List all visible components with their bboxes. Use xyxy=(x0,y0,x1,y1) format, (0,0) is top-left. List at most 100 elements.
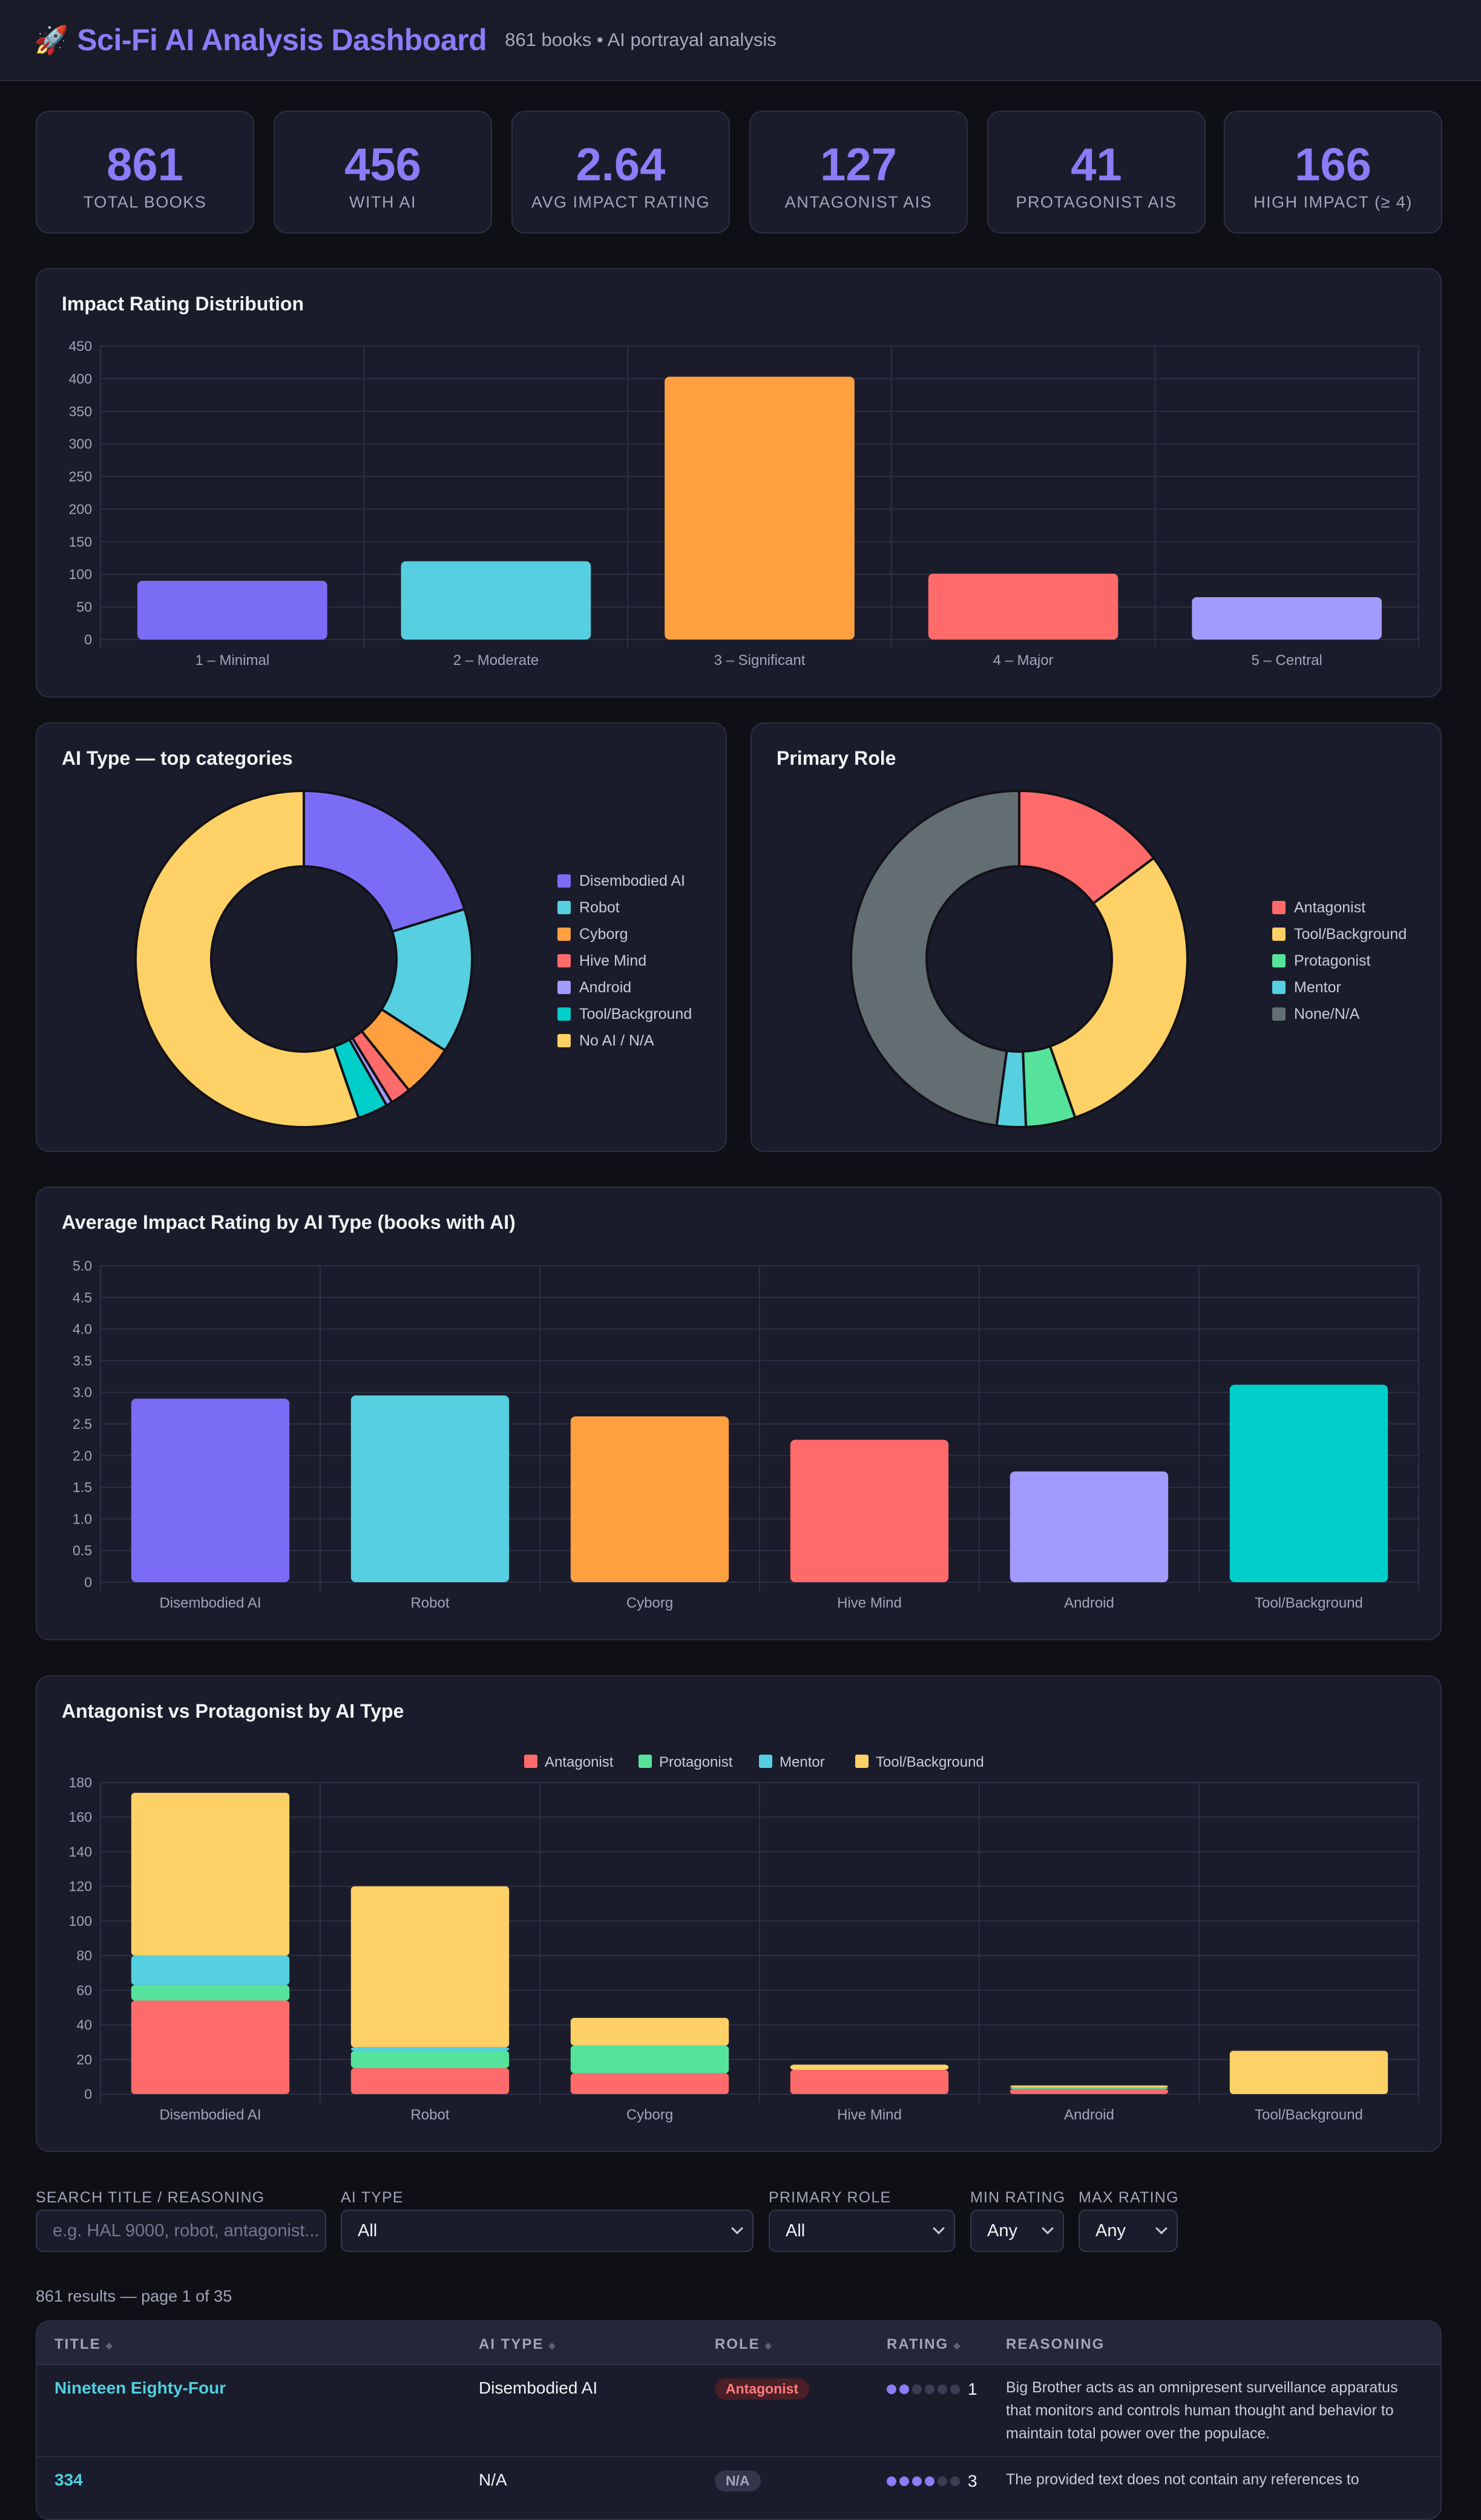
results-count: 861 results — page 1 of 35 xyxy=(36,2287,232,2305)
x-tick-label: Android xyxy=(1064,1595,1114,1611)
y-tick-label: 50 xyxy=(76,599,92,615)
bar xyxy=(1192,597,1382,640)
x-tick-label: Hive Mind xyxy=(837,2107,902,2123)
y-tick-label: 60 xyxy=(76,1982,92,1998)
column-header-reasoning: REASONING xyxy=(1006,2336,1105,2352)
bar-segment xyxy=(350,2047,510,2051)
kpi-value: 166 xyxy=(1295,139,1371,191)
rating-value: 1 xyxy=(968,2380,977,2398)
ai-type-cell: N/A xyxy=(479,2470,507,2489)
donut-slice xyxy=(1018,789,1156,905)
bar xyxy=(570,1416,729,1582)
y-tick-label: 180 xyxy=(69,1775,92,1790)
legend-label: Protagonist xyxy=(1294,952,1371,969)
y-tick-label: 1.0 xyxy=(73,1511,92,1527)
kpi-value: 861 xyxy=(107,139,183,191)
legend-label: Disembodied AI xyxy=(579,872,686,889)
bar-segment xyxy=(570,2045,729,2073)
chevron-down-icon xyxy=(731,2222,743,2234)
chevron-down-icon xyxy=(933,2222,945,2234)
column-header-rating[interactable]: RATING ⬥ xyxy=(887,2336,962,2352)
ai-type-donut-chart xyxy=(134,789,473,1128)
kpi-label: WITH AI xyxy=(349,193,416,211)
legend-item: Protagonist xyxy=(1272,947,1407,974)
bar-segment xyxy=(790,2064,949,2070)
column-header-title[interactable]: TITLE ⬥ xyxy=(54,2336,114,2352)
legend-item: Tool/Background xyxy=(1272,921,1407,947)
ai-type-legend: Disembodied AI Robot Cyborg Hive Mind Androi… xyxy=(557,868,692,1054)
rating-dots: 3 xyxy=(887,2472,977,2491)
bar xyxy=(350,1395,510,1582)
max-rating-select[interactable]: Any xyxy=(1079,2210,1178,2252)
legend-item: Android xyxy=(557,974,692,1001)
search-input[interactable]: e.g. HAL 9000, robot, antagonist... xyxy=(36,2210,326,2252)
primary-role-panel: Primary Role Antagonist Tool/Background Pr… xyxy=(750,722,1442,1152)
bar-segment xyxy=(570,2018,729,2046)
table-row[interactable]: Nineteen Eighty-Four Disembodied AI Anta… xyxy=(37,2365,1440,2457)
kpi-value: 41 xyxy=(1071,139,1122,191)
avg-impact-panel: Average Impact Rating by AI Type (books … xyxy=(36,1186,1442,1640)
bar-segment xyxy=(1010,2085,1169,2087)
bar-segment xyxy=(131,2000,290,2094)
legend-label: No AI / N/A xyxy=(579,1032,654,1049)
impact-distribution-chart: 0 50 100 150 200 250 300 350 400 450 1 – Minimal 2 … xyxy=(69,338,1419,669)
impact-distribution-panel: Impact Rating Distribution 0 50 100 150 200 2… xyxy=(36,268,1442,698)
kpi-high-impact: 166 HIGH IMPACT (≥ 4) xyxy=(1224,111,1442,234)
min-rating-select[interactable]: Any xyxy=(970,2210,1064,2252)
donut-slice xyxy=(379,908,473,1052)
legend-swatch xyxy=(1272,928,1286,941)
bar-segment xyxy=(1010,2089,1169,2094)
antagonist-protagonist-chart: 0 20 40 60 80 100 120 140 160 180 Disembodied AI Ro… xyxy=(69,1754,1419,2123)
bar-segment xyxy=(350,2050,510,2069)
ai-type-select[interactable]: All xyxy=(341,2210,754,2252)
donut-slice xyxy=(1048,856,1189,1119)
role-filter-label: PRIMARY ROLE xyxy=(769,2189,892,2206)
y-tick-label: 150 xyxy=(69,534,92,549)
y-tick-label: 4.5 xyxy=(73,1289,92,1305)
kpi-label: AVG IMPACT RATING xyxy=(531,193,711,211)
bar xyxy=(1010,1471,1169,1582)
donut-slice xyxy=(134,789,361,1128)
rating-dot xyxy=(950,2384,960,2394)
legend-item: Disembodied AI xyxy=(557,868,692,894)
rating-dot xyxy=(887,2384,896,2394)
bar xyxy=(131,1398,290,1582)
legend-swatch xyxy=(557,874,571,888)
role-select[interactable]: All xyxy=(769,2210,955,2252)
x-tick-label: 3 – Significant xyxy=(714,652,806,669)
x-tick-label: 2 – Moderate xyxy=(453,652,539,669)
column-header-role[interactable]: ROLE ⬥ xyxy=(715,2336,773,2352)
donut-slice xyxy=(850,789,1020,1127)
legend-swatch xyxy=(1272,954,1286,967)
legend-swatch xyxy=(1272,901,1286,914)
panel-title: Primary Role xyxy=(777,747,896,769)
max-rating-label: MAX RATING xyxy=(1079,2189,1179,2206)
role-badge: N/A xyxy=(715,2470,761,2492)
x-tick-label: Hive Mind xyxy=(837,1595,902,1611)
kpi-value: 2.64 xyxy=(576,139,666,191)
book-title-link[interactable]: Nineteen Eighty-Four xyxy=(54,2378,226,2397)
x-tick-label: Robot xyxy=(410,2107,449,2123)
kpi-total-books: 861 TOTAL BOOKS xyxy=(36,111,254,234)
y-tick-label: 2.0 xyxy=(73,1448,92,1464)
book-title-link[interactable]: 334 xyxy=(54,2470,83,2489)
kpi-value: 127 xyxy=(820,139,897,191)
legend-swatch xyxy=(557,901,571,914)
legend-item: Cyborg xyxy=(557,921,692,947)
x-tick-label: Cyborg xyxy=(626,2107,673,2123)
legend-item: Antagonist xyxy=(1272,894,1407,921)
legend-swatch xyxy=(557,1034,571,1047)
column-header-ai-type[interactable]: AI TYPE ⬥ xyxy=(479,2336,557,2352)
rating-dot xyxy=(938,2384,947,2394)
table-row[interactable]: 334 N/A N/A 3 The provided text does not… xyxy=(37,2457,1440,2519)
x-tick-label: Disembodied AI xyxy=(159,1595,261,1611)
kpi-with-ai: 456 WITH AI xyxy=(274,111,492,234)
kpi-label: ANTAGONIST AIS xyxy=(784,193,933,211)
bar-segment xyxy=(350,2068,510,2094)
y-tick-label: 4.0 xyxy=(73,1321,92,1337)
panel-title: AI Type — top categories xyxy=(62,747,293,769)
legend-swatch xyxy=(639,1755,652,1768)
y-tick-label: 5.0 xyxy=(73,1258,92,1274)
y-tick-label: 200 xyxy=(69,501,92,517)
rating-dot xyxy=(925,2476,934,2486)
